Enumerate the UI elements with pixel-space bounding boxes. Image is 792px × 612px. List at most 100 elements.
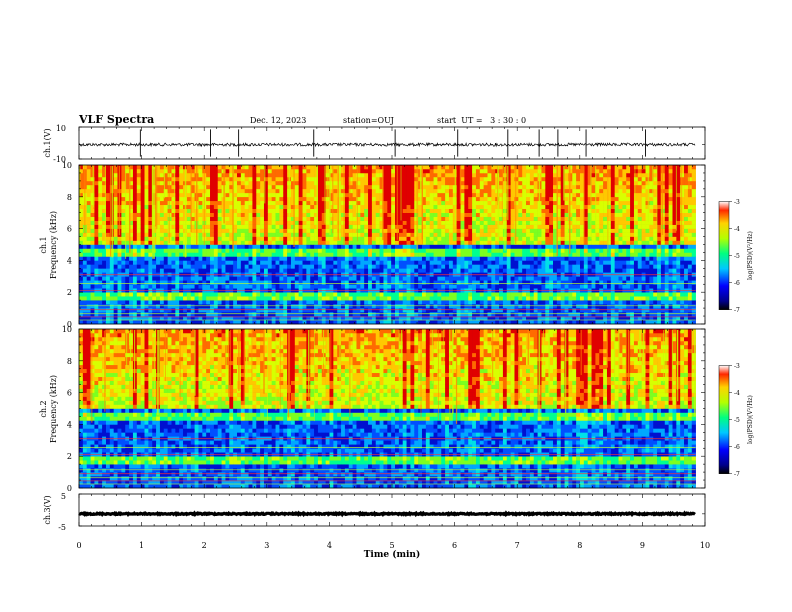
spectrogram-cell [109, 280, 114, 285]
spectrogram-cell [267, 256, 272, 261]
spectrogram-cell [383, 216, 388, 221]
spectrogram-cell [198, 248, 203, 253]
spectrogram-cell [263, 308, 269, 313]
spectrogram-cell [468, 240, 473, 245]
spectrogram-cell [421, 240, 427, 245]
spectrogram-cell [210, 168, 215, 174]
spectrogram-cell [156, 176, 161, 182]
spectrogram-cell [132, 312, 138, 317]
spectrogram-cell [94, 296, 99, 301]
spectrogram-cell [391, 292, 396, 297]
spectrogram-cell [310, 292, 315, 297]
spectrogram-cell [179, 264, 184, 269]
spectrogram-cell [541, 252, 546, 257]
spectrogram-cell [90, 304, 95, 309]
spectrogram-cell [117, 276, 122, 281]
spectrogram-cell [352, 240, 357, 245]
spectrogram-cell [456, 224, 461, 229]
spectrogram-cell [337, 276, 342, 281]
spectrogram-cell [371, 180, 377, 186]
spectrogram-cell [179, 304, 184, 309]
spectrogram-cell [267, 165, 272, 170]
spectrogram-cell [499, 308, 504, 313]
spectrogram-cell [159, 180, 165, 186]
spectrogram-cell [159, 320, 165, 325]
spectrogram-cell [298, 165, 303, 170]
spectrogram-cell [387, 316, 392, 321]
spectrogram-cell [175, 304, 180, 309]
spectrogram-cell [348, 212, 353, 217]
spectrogram-cell [483, 260, 488, 265]
spectrogram-cell [287, 300, 292, 305]
spectrogram-cell [82, 304, 87, 309]
spectrogram-cell [410, 220, 415, 225]
spectrogram-cell [140, 256, 145, 261]
spectrogram-cell [472, 184, 477, 190]
spectrogram-cell [475, 232, 481, 237]
spectrogram-cell [117, 280, 122, 285]
spectrogram-cell [98, 252, 103, 257]
spectrogram-cell [395, 308, 400, 313]
spectrogram-cell [410, 268, 415, 273]
spectrogram-cell [290, 192, 296, 198]
spectrogram-cell [79, 188, 84, 194]
spectrogram-cell [341, 300, 346, 305]
spectrogram-cell [94, 292, 99, 297]
spectrogram-cell [140, 196, 145, 202]
spectrogram-cell [229, 280, 234, 285]
spectrogram-cell [329, 304, 334, 309]
spectrogram-cell [475, 284, 481, 289]
spectrogram-cell [514, 280, 519, 285]
spectrogram-cell [136, 276, 141, 281]
spectrogram-cell [344, 276, 350, 281]
ch1-waveform-frame [78, 126, 706, 160]
spectrogram-cell [310, 256, 315, 261]
spectrogram-cell [441, 312, 446, 317]
spectrogram-cell [356, 280, 361, 285]
spectrogram-cell [117, 300, 122, 305]
spectrogram-cell [402, 268, 407, 273]
spectrogram-cell [260, 252, 265, 257]
spectrogram-cell [175, 208, 180, 213]
spectrogram-cell [491, 316, 496, 321]
spectrogram-cell [256, 240, 261, 245]
spectrogram-cell [506, 320, 511, 325]
spectrogram-cell [456, 188, 461, 194]
spectrogram-cell [252, 232, 257, 237]
spectrogram-cell [337, 268, 342, 273]
spectrogram-cell [163, 284, 168, 289]
spectrogram-cell [518, 184, 523, 190]
spectrogram-cell [495, 252, 500, 257]
spectrogram-cell [302, 208, 307, 213]
spectrogram-cell [287, 220, 292, 225]
spectrogram-cell [464, 308, 469, 313]
spectrogram-cell [263, 232, 269, 237]
spectrogram-cell [379, 256, 384, 261]
spectrogram-cell [371, 236, 377, 241]
spectrogram-cell [190, 320, 195, 325]
spectrogram-cell [125, 308, 130, 313]
spectrogram-cell [90, 220, 95, 225]
spectrogram-cell [210, 192, 215, 198]
spectrogram-cell [529, 260, 535, 265]
spectrogram-cell [514, 244, 519, 249]
spectrogram-cell [499, 304, 504, 309]
spectrogram-cell [271, 284, 276, 289]
spectrogram-cell [383, 208, 388, 213]
spectrogram-cell [329, 176, 334, 182]
spectrogram-cell [113, 284, 118, 289]
spectrogram-cell [448, 232, 454, 237]
spectrogram-cell [175, 192, 180, 198]
spectrogram-cell [448, 300, 454, 305]
spectrogram-cell [487, 240, 492, 245]
spectrogram-cell [348, 312, 353, 317]
spectrogram-cell [105, 260, 111, 265]
spectrogram-cell [244, 216, 249, 221]
spectrogram-cell [468, 204, 473, 210]
spectrogram-cell [294, 300, 299, 305]
spectrogram-cell [364, 300, 369, 305]
spectrogram-cell [233, 165, 238, 170]
spectrogram-cell [514, 220, 519, 225]
spectrogram-cell [499, 320, 504, 325]
spectrogram-cell [79, 284, 84, 289]
